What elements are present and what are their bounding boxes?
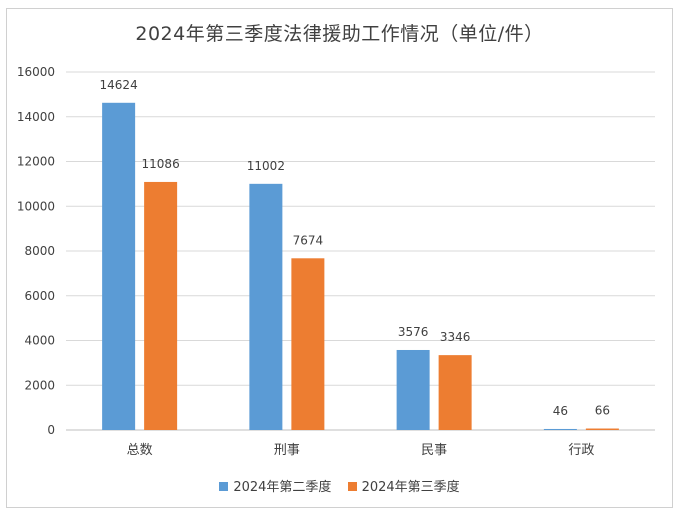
y-tick-label-4000: 4000: [24, 334, 55, 348]
data-label-民事-series-1: 3346: [440, 330, 471, 344]
legend-label-series-0: 2024年第二季度: [233, 480, 332, 495]
data-label-刑事-series-0: 11002: [247, 159, 285, 173]
data-label-行政-series-0: 46: [553, 404, 568, 418]
y-tick-label-16000: 16000: [17, 65, 55, 79]
data-label-刑事-series-1: 7674: [293, 233, 324, 247]
legend-swatch-series-0: [219, 482, 229, 491]
legend-label-series-1: 2024年第三季度: [361, 480, 460, 495]
bar-民事-series-1: [438, 355, 472, 430]
y-tick-label-6000: 6000: [24, 289, 55, 303]
chart-legend: 2024年第二季度 2024年第三季度: [0, 476, 679, 495]
bar-刑事-series-1: [291, 258, 325, 430]
legend-item-series-1: 2024年第三季度: [347, 476, 460, 495]
data-label-民事-series-0: 3576: [398, 325, 429, 339]
bar-刑事-series-0: [249, 183, 283, 430]
x-category-label-民事: 民事: [421, 443, 447, 458]
legend-swatch-series-1: [347, 482, 357, 491]
bar-总数-series-1: [144, 181, 178, 430]
y-tick-label-12000: 12000: [17, 155, 55, 169]
y-tick-label-8000: 8000: [24, 244, 55, 258]
bar-行政-series-1: [585, 428, 619, 430]
x-category-label-刑事: 刑事: [274, 443, 300, 458]
bar-民事-series-0: [396, 349, 430, 430]
x-category-label-总数: 总数: [127, 443, 153, 458]
data-label-行政-series-1: 66: [595, 404, 610, 418]
y-tick-label-0: 0: [47, 423, 55, 437]
data-label-总数-series-1: 11086: [142, 157, 180, 171]
data-label-总数-series-0: 14624: [100, 78, 138, 92]
y-tick-label-2000: 2000: [24, 378, 55, 392]
chart-title: 2024年第三季度法律援助工作情况（单位/件）: [135, 23, 544, 45]
legend-item-series-0: 2024年第二季度: [219, 476, 331, 495]
y-tick-label-10000: 10000: [17, 199, 55, 213]
y-tick-label-14000: 14000: [17, 110, 55, 124]
bar-行政-series-0: [543, 428, 577, 430]
x-category-label-行政: 行政: [568, 443, 594, 458]
bar-总数-series-0: [102, 102, 136, 431]
